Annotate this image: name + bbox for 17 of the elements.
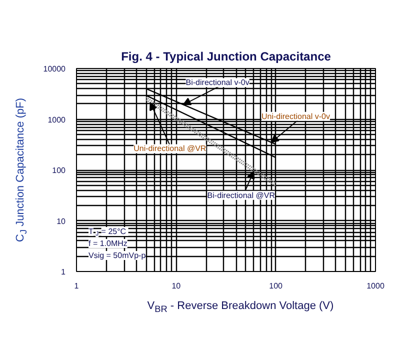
x-tick-label: 10	[172, 282, 182, 290]
annotation: Vsig = 50mVp-p	[88, 251, 146, 260]
x-tick-label: 1000	[366, 282, 385, 290]
chart-title: Fig. 4 - Typical Junction Capacitance	[121, 50, 332, 64]
annotation: f = 1.0MHz	[88, 239, 128, 248]
y-tick-label: 10	[56, 216, 66, 226]
y-tick-label: 100	[52, 166, 66, 175]
x-axis-title: V$_{BR}$ - Reverse Breakdown Voltage (V)	[146, 299, 335, 316]
x-tick-label: 1	[74, 282, 80, 290]
y-tick-label: 1	[61, 268, 66, 276]
x-tick-label: 100	[269, 282, 284, 290]
y-tick-label: 10000	[43, 64, 66, 74]
annotation: Bi-directional @VR	[207, 190, 276, 200]
annotation: Uni-directional @VR	[134, 144, 206, 154]
annotation: Bi-directional v-0v	[186, 78, 250, 88]
y-tick-label: 1000	[48, 115, 66, 124]
annotation: Uni-directional v-0v	[261, 112, 330, 121]
